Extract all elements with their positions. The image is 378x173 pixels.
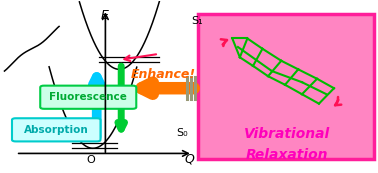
Text: Absorption: Absorption [24, 125, 88, 135]
Text: S₀: S₀ [176, 128, 187, 138]
Text: Enhance!: Enhance! [131, 68, 196, 81]
Text: Q: Q [184, 152, 194, 165]
Text: Vibrational: Vibrational [244, 127, 330, 140]
Text: O: O [87, 156, 96, 165]
Text: S₁: S₁ [191, 16, 203, 26]
FancyBboxPatch shape [12, 118, 101, 141]
Polygon shape [198, 14, 373, 159]
FancyBboxPatch shape [40, 86, 136, 109]
Text: E: E [100, 9, 108, 22]
Text: Fluorescence: Fluorescence [49, 92, 127, 102]
Text: Relaxation: Relaxation [246, 148, 328, 162]
